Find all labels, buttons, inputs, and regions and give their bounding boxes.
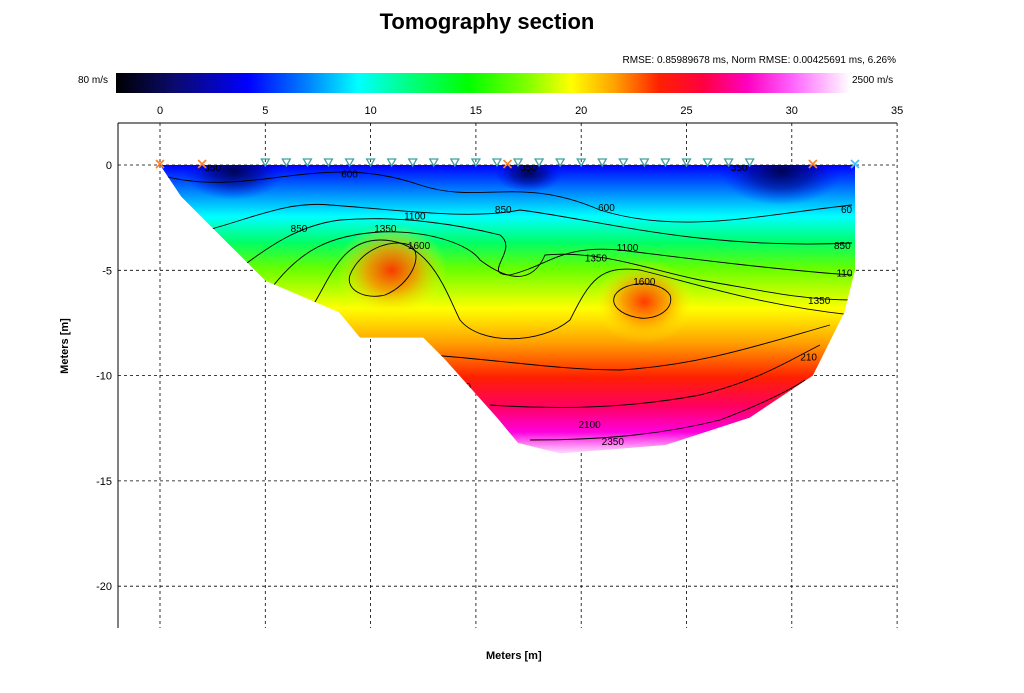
contour-1350-line <box>269 231 853 301</box>
contour-label-13: 1350 <box>585 254 608 265</box>
chart-title: Tomography section <box>379 9 595 34</box>
receiver-marker-9 <box>344 158 355 168</box>
contour-label-2: 350 <box>520 163 537 174</box>
contour-label-6: 60 <box>841 205 853 216</box>
velocity-colorbar <box>116 73 850 93</box>
source-marker-0 <box>155 159 165 169</box>
receiver-marker-23 <box>639 158 650 168</box>
receiver-marker-19 <box>555 158 566 168</box>
contour-label-9: 1350 <box>374 224 397 235</box>
contour-label-3: 350 <box>731 163 748 174</box>
receiver-marker-16 <box>491 158 503 168</box>
receiver-marker-27 <box>723 158 734 168</box>
y-tick-label-0: 0 <box>106 160 112 172</box>
source-marker-2 <box>197 159 207 169</box>
y-axis-label: Meters [m] <box>59 318 71 374</box>
y-tick-label--5: -5 <box>102 265 112 277</box>
contour-label-17: 210 <box>800 353 817 364</box>
receiver-marker-28 <box>744 158 755 168</box>
velocity-anomaly-2 <box>494 165 563 193</box>
contour-label-0: 350 <box>204 163 221 174</box>
contour-label-18: 50 <box>460 382 472 393</box>
contour-1850-line <box>429 324 831 371</box>
y-tick-label--15: -15 <box>96 476 112 488</box>
receiver-marker-10 <box>365 158 376 168</box>
receiver-marker-26 <box>702 158 713 168</box>
contour-label-8: 850 <box>291 224 308 235</box>
contour-label-1: 600 <box>341 169 358 180</box>
receiver-marker-8 <box>323 158 334 168</box>
source-marker-31 <box>808 159 818 169</box>
velocity-anomaly-4 <box>593 259 695 345</box>
contour-label-14: 110 <box>836 268 852 279</box>
source-marker-16.5 <box>502 159 513 169</box>
velocity-anomaly-3 <box>336 223 448 317</box>
receiver-marker-15 <box>470 158 482 168</box>
colorbar-min-label: 80 m/s <box>78 75 109 86</box>
contour-label-5: 600 <box>598 203 615 214</box>
contour-1600-west-line <box>348 242 417 297</box>
geophone-markers <box>155 158 860 169</box>
receiver-marker-17 <box>512 158 524 168</box>
x-tick-label-20: 20 <box>575 105 587 117</box>
contour-label-20: 2350 <box>602 437 625 448</box>
contour-1100-mid-line <box>309 239 853 340</box>
receiver-marker-5 <box>260 158 271 168</box>
contour-2350-line <box>529 379 806 441</box>
receiver-marker-12 <box>407 158 418 168</box>
receiver-marker-25 <box>681 158 692 168</box>
contour-1100-line <box>234 218 853 276</box>
contour-2100-line <box>489 344 821 408</box>
receiver-marker-18 <box>533 158 545 168</box>
x-tick-label-25: 25 <box>680 105 692 117</box>
contour-label-15: 1600 <box>633 277 656 288</box>
contour-label-4: 850 <box>495 205 512 216</box>
contour-label-7: 1100 <box>404 212 426 223</box>
x-axis-label: Meters [m] <box>486 650 542 662</box>
x-tick-label-15: 15 <box>470 105 482 117</box>
end-source-marker <box>850 159 860 169</box>
receiver-marker-22 <box>618 158 629 168</box>
x-tick-label-30: 30 <box>786 105 798 117</box>
receiver-marker-14 <box>449 158 460 168</box>
x-tick-label-0: 0 <box>157 105 163 117</box>
y-tick-label--20: -20 <box>96 581 112 593</box>
receiver-marker-11 <box>386 158 397 168</box>
y-tick-label--10: -10 <box>96 371 112 383</box>
receiver-marker-13 <box>428 158 439 168</box>
contour-label-12: 850 <box>834 241 851 252</box>
receiver-marker-24 <box>660 158 671 168</box>
contour-label-19: 2100 <box>578 420 601 431</box>
receiver-marker-21 <box>597 158 608 168</box>
x-tick-label-35: 35 <box>891 105 903 117</box>
velocity-anomaly-0 <box>183 165 285 200</box>
velocity-model: 350 600 350 350 850 600 60 1100 850 1350 1600 1100 8… <box>160 163 855 454</box>
x-tick-label-5: 5 <box>262 105 268 117</box>
receiver-marker-6 <box>281 158 292 168</box>
contour-1600-east-line <box>613 283 672 319</box>
contour-label-10: 1600 <box>408 241 431 252</box>
receiver-marker-20 <box>576 158 587 168</box>
contour-600-line <box>160 171 853 223</box>
x-tick-label-10: 10 <box>364 105 376 117</box>
velocity-anomaly-1 <box>720 165 842 206</box>
contour-850-line <box>184 203 853 245</box>
velocity-field <box>160 165 855 454</box>
rmse-readout: RMSE: 0.85989678 ms, Norm RMSE: 0.004256… <box>622 55 896 66</box>
colorbar-max-label: 2500 m/s <box>852 75 894 86</box>
axes: 0 5 10 15 20 25 30 350-5-10-15-20 <box>96 105 903 628</box>
contour-label-16: 1350 <box>808 296 831 307</box>
contour-label-11: 1100 <box>617 243 639 254</box>
receiver-marker-7 <box>302 158 313 168</box>
